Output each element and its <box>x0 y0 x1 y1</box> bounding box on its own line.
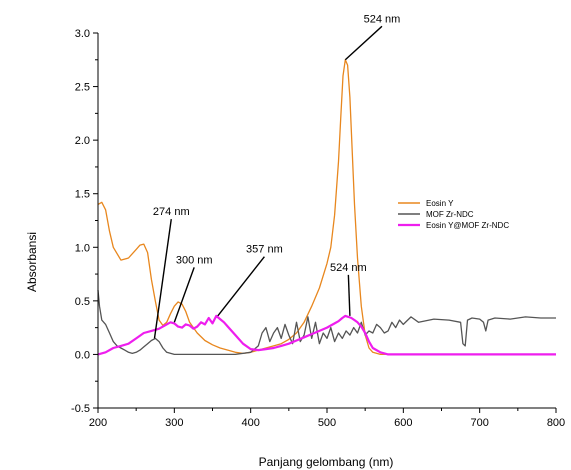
y-tick-label: -0.5 <box>71 403 90 415</box>
annotations-layer: 274 nm 300 nm 357 nm 524 nm 524 nm <box>153 13 401 339</box>
annotation-label: 524 nm <box>364 13 401 25</box>
y-tick-label: 1.5 <box>75 189 90 201</box>
annotation-line <box>153 219 172 339</box>
series-line-2 <box>97 314 556 356</box>
y-tick-label: 0.5 <box>75 296 90 308</box>
annotation-line <box>217 256 265 317</box>
annotation-line <box>173 267 195 323</box>
annotation-line <box>344 25 383 61</box>
legend: Eosin Y MOF Zr-NDC Eosin Y@MOF Zr-NDC <box>398 199 509 230</box>
annotation-line <box>347 274 351 316</box>
legend-label: Eosin Y <box>426 199 454 208</box>
y-tick-label: 2.5 <box>75 82 90 94</box>
axes-layer: 200 300 400 500 600 700 800 -0.5 0.0 0.5 1.0 1.5 2.0… <box>71 28 565 429</box>
y-tick-label: 2.0 <box>75 135 90 147</box>
x-tick-label: 800 <box>547 417 565 429</box>
x-tick-label: 600 <box>394 417 412 429</box>
annotation-label: 357 nm <box>246 244 283 256</box>
x-tick-label: 200 <box>89 417 107 429</box>
x-axis-title: Panjang gelombang (nm) <box>259 455 394 469</box>
series-line-0 <box>97 59 556 356</box>
legend-label: MOF Zr-NDC <box>426 210 474 219</box>
y-tick-label: 3.0 <box>75 28 90 40</box>
annotation-label: 274 nm <box>153 206 190 218</box>
y-tick-label: 0.0 <box>75 349 90 361</box>
curves-layer <box>97 59 556 356</box>
y-axis-title: Absorbansi <box>25 232 39 292</box>
annotation-label: 300 nm <box>176 254 213 266</box>
y-tick-label: 1.0 <box>75 242 90 254</box>
x-tick-label: 300 <box>165 417 183 429</box>
annotation-label: 524 nm <box>330 262 367 274</box>
x-tick-label: 500 <box>318 417 336 429</box>
series-line-1 <box>97 290 556 356</box>
x-tick-label: 700 <box>470 417 488 429</box>
legend-label: Eosin Y@MOF Zr-NDC <box>426 221 509 230</box>
x-tick-label: 400 <box>241 417 259 429</box>
